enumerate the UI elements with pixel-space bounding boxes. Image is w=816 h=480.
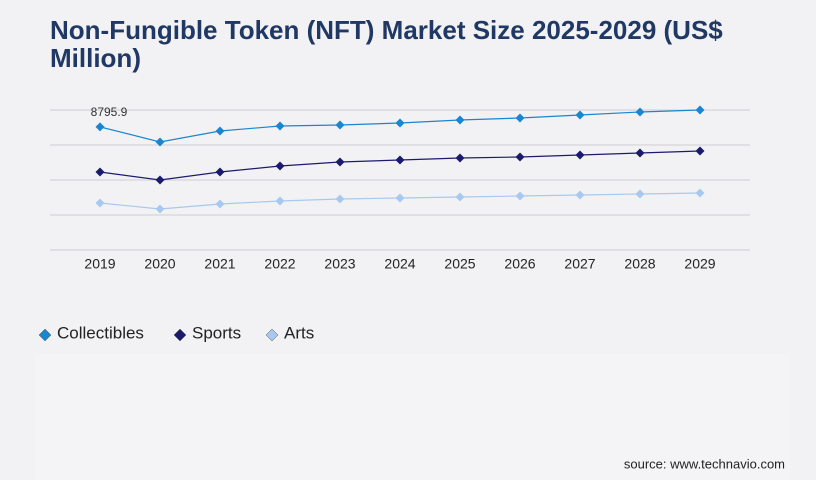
point: [455, 192, 465, 202]
x-tick-label: 2028: [624, 256, 655, 272]
point: [515, 113, 525, 123]
x-tick-label: 2027: [564, 256, 595, 272]
point: [215, 199, 225, 209]
point: [335, 120, 345, 130]
legend-marker: [265, 328, 279, 342]
x-tick-label: 2020: [144, 256, 175, 272]
legend-marker: [173, 328, 187, 342]
point: [575, 190, 585, 200]
x-tick-label: 2021: [204, 256, 235, 272]
x-tick-label: 2029: [684, 256, 715, 272]
legend-label: Sports: [192, 323, 241, 342]
point: [95, 122, 105, 132]
point: [575, 150, 585, 160]
point: [515, 152, 525, 162]
point: [215, 126, 225, 136]
point: [575, 110, 585, 120]
point: [275, 161, 285, 171]
point: [275, 196, 285, 206]
point: [395, 155, 405, 165]
point: [455, 115, 465, 125]
point: [95, 167, 105, 177]
source: source: www.technavio.com: [624, 456, 785, 471]
data-label: 8795.9: [91, 105, 128, 119]
point: [335, 194, 345, 204]
point: [395, 193, 405, 203]
point: [335, 157, 345, 167]
point: [395, 118, 405, 128]
point: [215, 167, 225, 177]
point: [695, 105, 705, 115]
legend-label: Arts: [284, 323, 314, 342]
chart-title: Non-Fungible Token (NFT) Market Size 202…: [50, 15, 723, 73]
x-tick-label: 2023: [324, 256, 355, 272]
point: [455, 153, 465, 163]
x-tick-label: 2024: [384, 256, 415, 272]
point: [695, 188, 705, 198]
point: [275, 121, 285, 131]
x-tick-label: 2022: [264, 256, 295, 272]
point: [635, 189, 645, 199]
x-tick-label: 2026: [504, 256, 535, 272]
point: [155, 204, 165, 214]
series-line: [99, 150, 701, 181]
point: [635, 107, 645, 117]
legend-label: Collectibles: [57, 323, 144, 342]
point: [155, 137, 165, 147]
x-tick-label: 2019: [84, 256, 115, 272]
point: [515, 191, 525, 201]
point: [695, 146, 705, 156]
point: [635, 148, 645, 158]
point: [95, 198, 105, 208]
point: [155, 175, 165, 185]
panel: [35, 355, 790, 480]
x-tick-label: 2025: [444, 256, 475, 272]
legend-marker: [38, 328, 52, 342]
